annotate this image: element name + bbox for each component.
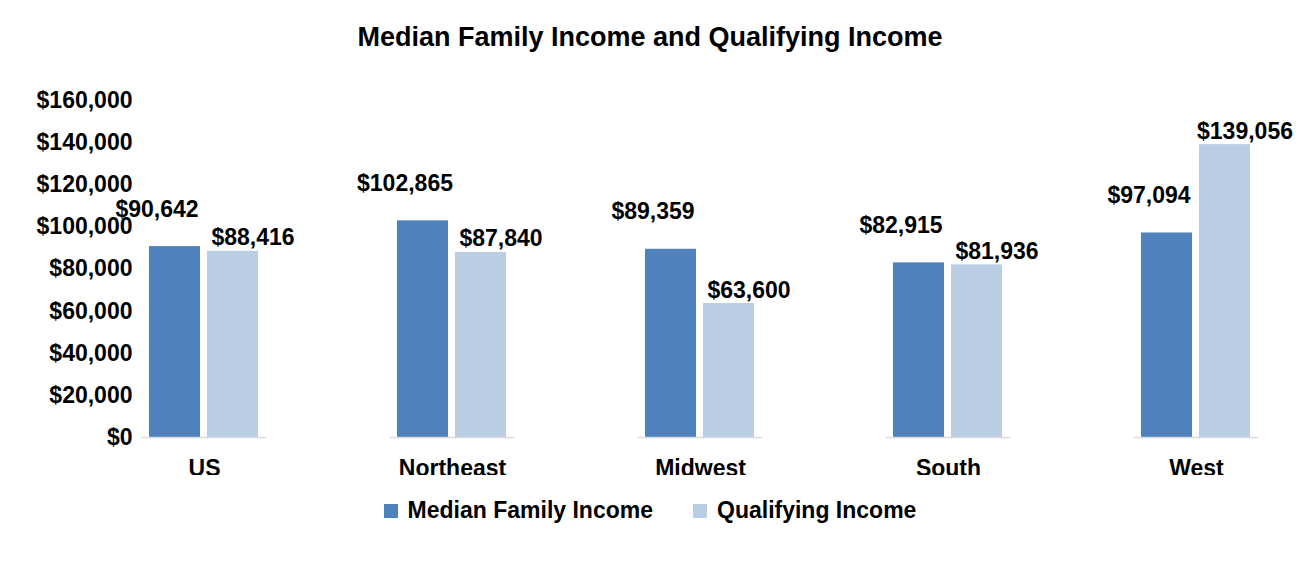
svg-text:$20,000: $20,000	[49, 382, 132, 408]
svg-text:$80,000: $80,000	[49, 255, 132, 281]
svg-text:$87,840: $87,840	[459, 225, 542, 251]
svg-text:Midwest: Midwest	[655, 455, 746, 475]
svg-text:$0: $0	[107, 424, 133, 450]
svg-text:US: US	[189, 455, 221, 475]
svg-text:$100,000: $100,000	[37, 213, 133, 239]
html-text:Median Family Income: Median Family Income	[407, 497, 653, 523]
svg-text:West: West	[1169, 455, 1224, 475]
svg-text:$81,936: $81,936	[955, 238, 1038, 264]
svg-text:$140,000: $140,000	[37, 129, 133, 155]
svg-text:$160,000: $160,000	[37, 87, 133, 113]
svg-text:$88,416: $88,416	[211, 224, 294, 250]
svg-text:$139,056: $139,056	[1197, 118, 1293, 144]
svg-text:Northeast: Northeast	[399, 455, 507, 475]
svg-text:$120,000: $120,000	[37, 171, 133, 197]
svg-text:$40,000: $40,000	[49, 340, 132, 366]
svg-text:$102,865: $102,865	[357, 170, 453, 196]
html-text:Qualifying Income: Qualifying Income	[717, 497, 917, 523]
svg-text:$60,000: $60,000	[49, 297, 132, 323]
svg-text:South: South	[916, 455, 981, 475]
svg-text:$89,359: $89,359	[611, 198, 694, 224]
html-text:Median Family Income and Quali: Median Family Income and Qualifying Inco…	[357, 22, 943, 52]
svg-text:$90,642: $90,642	[115, 195, 199, 222]
svg-text:$63,600: $63,600	[707, 277, 790, 303]
svg-text:$82,915: $82,915	[859, 212, 942, 238]
svg-text:$97,094: $97,094	[1107, 182, 1190, 208]
